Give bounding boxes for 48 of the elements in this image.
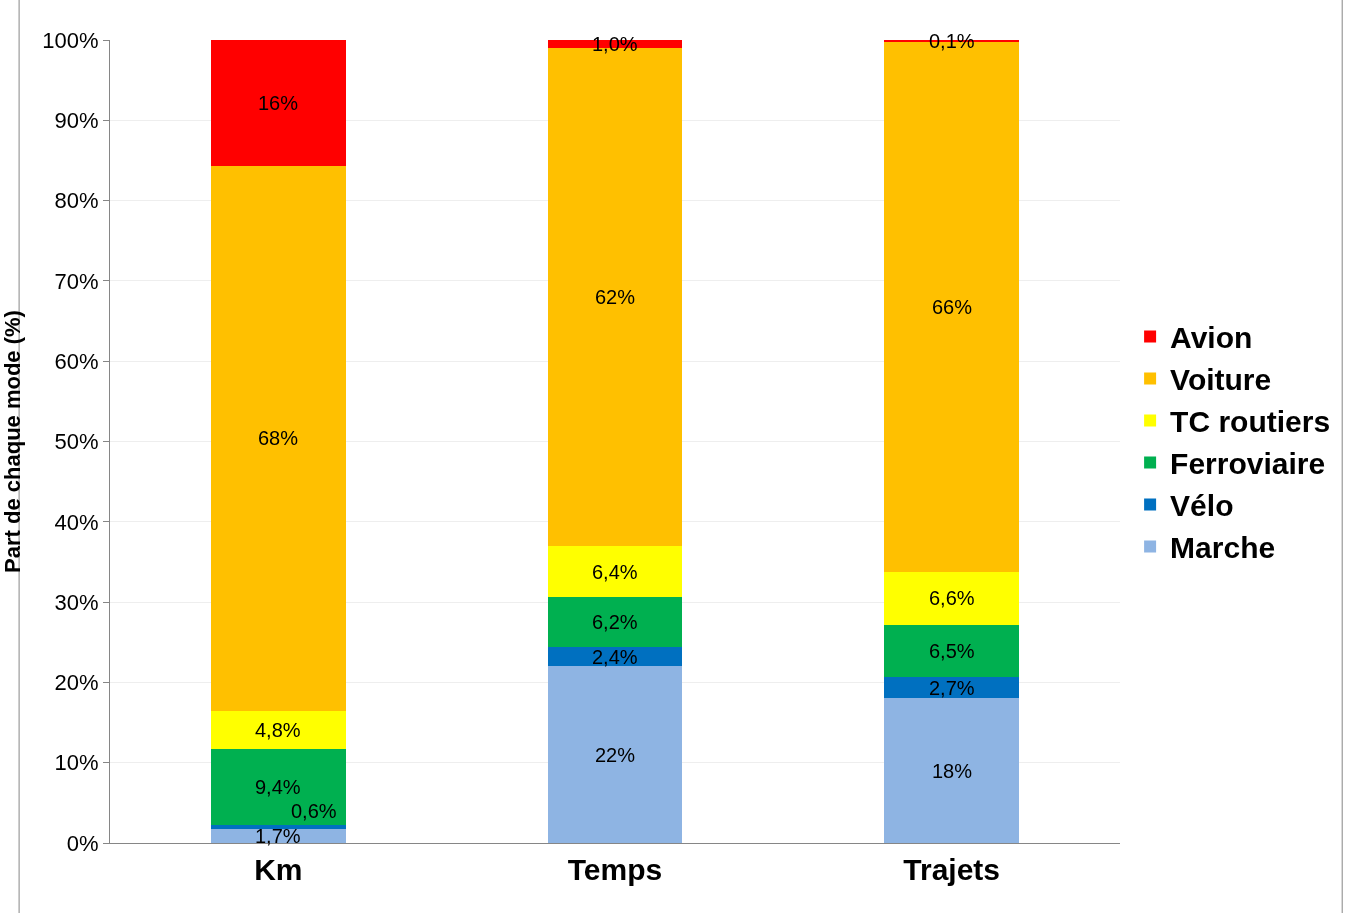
data-label: 68%: [258, 427, 299, 449]
data-label: 6,4%: [592, 561, 638, 583]
legend-label: TC routiers: [1170, 405, 1331, 439]
legend-label: Ferroviaire: [1170, 447, 1326, 481]
data-label: 16%: [258, 92, 299, 114]
data-label: 62%: [595, 286, 636, 308]
y-tick-label: 40%: [54, 509, 99, 535]
bar: [211, 710, 346, 750]
bar: [547, 666, 683, 843]
data-label: 2,7%: [929, 677, 975, 699]
bar: [211, 40, 346, 167]
y-tick-label: 90%: [54, 108, 99, 133]
data-label: 6,5%: [929, 640, 975, 662]
data-label: 4,8%: [255, 719, 301, 741]
data-label: 18%: [932, 760, 973, 782]
data-label: 9,4%: [255, 776, 301, 798]
x-tick-label: Km: [254, 853, 303, 886]
bar: [211, 166, 346, 711]
data-label: 6,2%: [592, 611, 638, 633]
y-tick-label: 20%: [54, 670, 99, 696]
bar: [547, 545, 683, 598]
y-tick-label: 80%: [54, 188, 99, 214]
legend-label: Voiture: [1170, 363, 1272, 397]
data-label: 0,1%: [929, 30, 975, 52]
data-label: 1,7%: [255, 825, 301, 847]
y-tick-label: 70%: [54, 268, 99, 294]
legend-label: Vélo: [1170, 489, 1234, 523]
y-axis-title: Part de chaque mode (%): [0, 310, 26, 573]
bar: [211, 749, 346, 825]
legend-label: Avion: [1170, 321, 1253, 355]
legend-label: Marche: [1170, 531, 1276, 565]
data-label: 6,6%: [929, 587, 975, 609]
data-label: 0,6%: [291, 800, 337, 822]
bar: [547, 597, 683, 648]
y-tick-label: 60%: [54, 348, 99, 374]
bar: [884, 624, 1019, 677]
data-label: 66%: [932, 296, 973, 318]
y-tick-label: 0%: [66, 830, 99, 856]
y-tick-label: 30%: [54, 589, 99, 615]
y-tick-label: 100%: [42, 27, 99, 53]
bar: [884, 571, 1019, 625]
bar: [884, 698, 1019, 843]
x-tick-label: Temps: [567, 853, 663, 886]
y-tick-label: 10%: [54, 750, 99, 776]
data-label: 22%: [595, 744, 636, 766]
x-tick-label: Trajets: [903, 853, 1001, 886]
data-label: 2,4%: [592, 646, 638, 668]
y-tick-label: 50%: [54, 429, 99, 455]
